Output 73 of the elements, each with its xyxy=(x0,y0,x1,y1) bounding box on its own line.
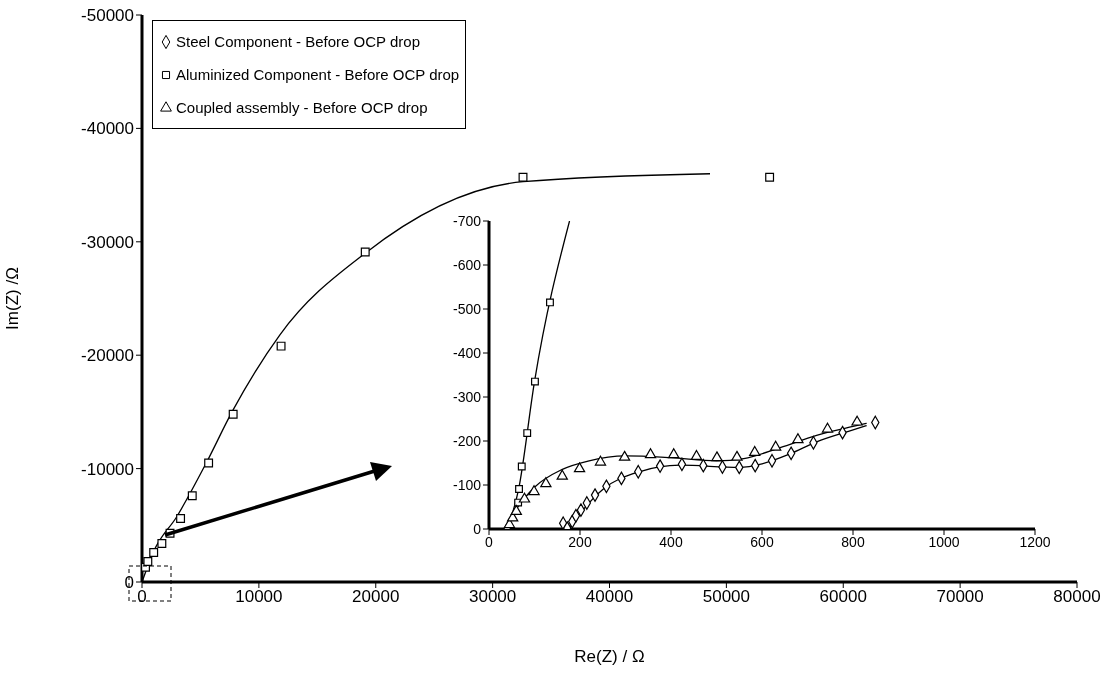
point xyxy=(821,422,834,433)
x-tick-label: 20000 xyxy=(352,587,400,607)
point xyxy=(765,172,775,182)
y-tick-label: -40000 xyxy=(81,119,134,139)
point xyxy=(792,433,804,444)
x-tick-label: 200 xyxy=(568,533,592,550)
x-tick-label: 30000 xyxy=(468,587,517,607)
y-tick-label: 0 xyxy=(124,573,134,593)
point xyxy=(668,448,680,459)
x-tick-label: 40000 xyxy=(585,587,634,607)
point xyxy=(618,450,631,461)
point xyxy=(769,440,782,451)
point xyxy=(518,172,528,182)
legend-label: Aluminized Component - Before OCP drop xyxy=(176,66,460,83)
x-tick-label: 600 xyxy=(750,533,774,550)
legend-label: Steel Component - Before OCP drop xyxy=(176,33,421,50)
y-tick-label: 0 xyxy=(473,520,482,537)
y-tick-label: -10000 xyxy=(81,459,134,479)
point xyxy=(528,485,540,496)
y-axis-title: Im(Z) /Ω xyxy=(3,267,23,330)
y-tick-label: -400 xyxy=(452,344,482,361)
point xyxy=(523,429,532,438)
point xyxy=(690,449,703,460)
point xyxy=(655,459,665,473)
point xyxy=(590,488,600,502)
point xyxy=(515,485,523,493)
x-tick-label: 1200 xyxy=(1019,533,1051,550)
point xyxy=(228,409,238,419)
point xyxy=(546,298,554,307)
y-tick-label: -50000 xyxy=(81,6,134,26)
y-tick-label: -300 xyxy=(452,388,482,405)
point xyxy=(157,538,167,548)
y-tick-label: -30000 xyxy=(81,232,134,252)
y-tick-label: -700 xyxy=(452,212,482,229)
point xyxy=(510,504,522,515)
point xyxy=(851,415,863,426)
point xyxy=(731,450,743,461)
point xyxy=(276,341,286,351)
point xyxy=(594,455,607,466)
x-axis-title: Re(Z) / Ω xyxy=(574,647,645,666)
x-tick-label: 70000 xyxy=(936,587,984,607)
point xyxy=(187,491,197,501)
x-tick-label: 800 xyxy=(841,533,865,550)
x-tick-label: 0 xyxy=(137,587,147,607)
point xyxy=(360,247,370,257)
x-tick-label: 80000 xyxy=(1053,587,1101,607)
x-tick-label: 10000 xyxy=(235,587,283,607)
x-tick-label: 50000 xyxy=(702,587,751,607)
x-tick-label: 60000 xyxy=(819,587,867,607)
point xyxy=(644,448,657,459)
x-tick-label: 1000 xyxy=(928,533,960,550)
point xyxy=(556,469,568,480)
y-tick-label: -100 xyxy=(452,476,482,493)
point xyxy=(531,377,539,386)
y-tick-label: -500 xyxy=(452,300,482,317)
point xyxy=(143,557,153,567)
x-tick-label: 400 xyxy=(659,533,683,550)
y-tick-label: -200 xyxy=(452,432,482,449)
x-tick-label: 0 xyxy=(485,533,494,550)
point xyxy=(582,496,592,510)
point xyxy=(517,462,526,471)
legend-label: Coupled assembly - Before OCP drop xyxy=(176,99,428,116)
point xyxy=(573,462,586,473)
y-tick-label: -600 xyxy=(452,256,482,273)
point xyxy=(518,492,531,503)
point xyxy=(749,445,761,456)
y-tick-label: -20000 xyxy=(81,346,134,366)
point xyxy=(204,458,214,468)
point xyxy=(149,548,159,557)
point xyxy=(711,451,723,462)
point xyxy=(540,477,552,488)
point xyxy=(576,503,586,517)
point xyxy=(176,514,186,523)
